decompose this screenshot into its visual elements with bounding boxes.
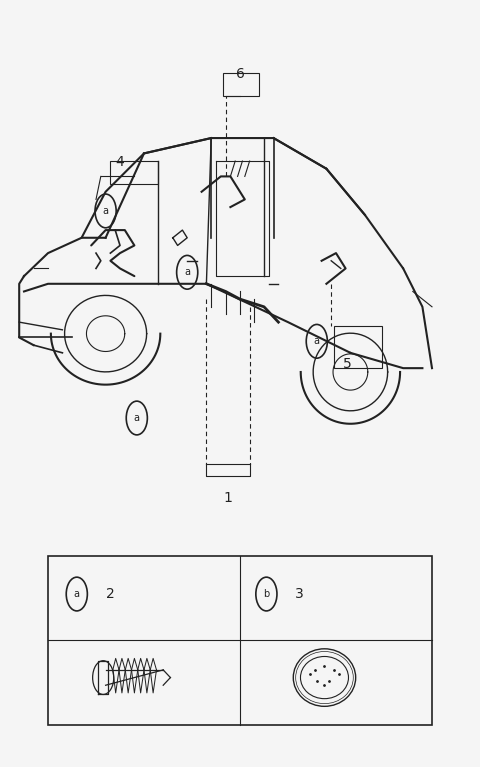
Bar <box>334 326 382 368</box>
Text: a: a <box>184 267 190 278</box>
Bar <box>48 556 432 725</box>
Text: 1: 1 <box>224 491 232 505</box>
Text: a: a <box>74 589 80 599</box>
Text: 3: 3 <box>295 587 304 601</box>
Text: a: a <box>134 413 140 423</box>
Text: 5: 5 <box>343 357 352 370</box>
Text: 6: 6 <box>236 67 244 81</box>
Text: 2: 2 <box>106 587 114 601</box>
Bar <box>223 73 259 96</box>
Text: 4: 4 <box>115 155 124 169</box>
Bar <box>110 161 158 184</box>
Text: a: a <box>314 336 320 347</box>
Text: a: a <box>103 206 108 216</box>
Text: b: b <box>263 589 270 599</box>
